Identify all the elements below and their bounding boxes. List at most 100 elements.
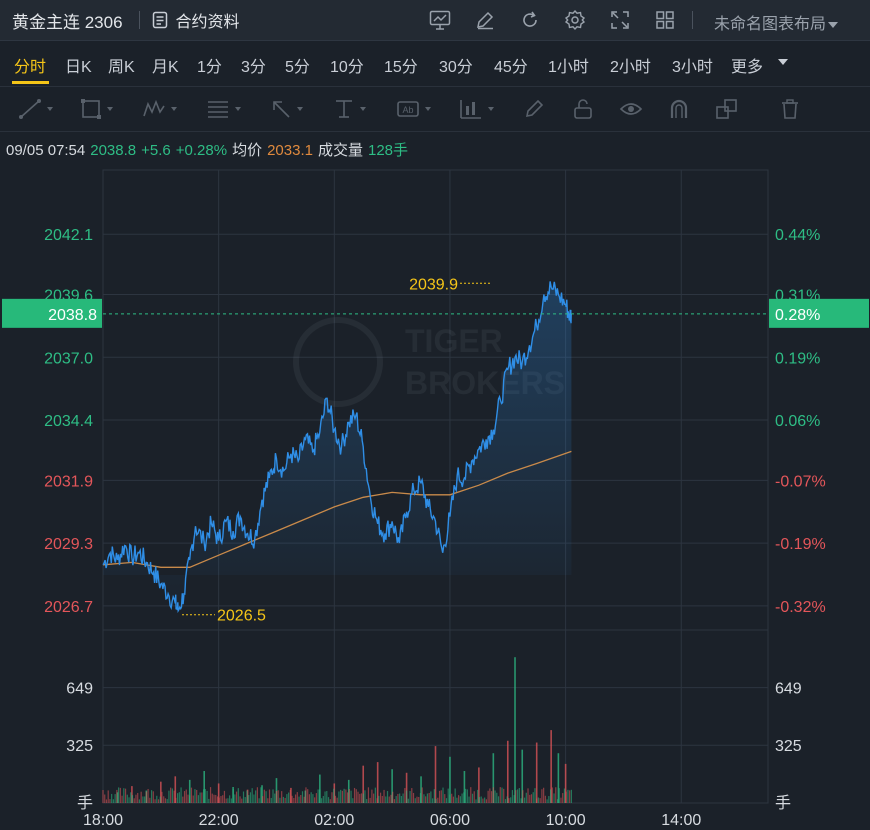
volume-bar (173, 790, 175, 803)
volume-bar (260, 787, 262, 803)
pen-edit-icon[interactable] (473, 8, 497, 32)
y-tick-left: 2037.0 (44, 350, 93, 367)
volume-bar (140, 791, 142, 803)
volume-bar (242, 791, 245, 803)
contract-title[interactable]: 黄金主连 2306 (12, 12, 123, 32)
volume-bar (456, 797, 458, 803)
tab-12[interactable]: 2小时 (610, 59, 651, 76)
contract-info-link[interactable]: 合约资料 (152, 8, 240, 32)
chart-line-icon[interactable] (428, 8, 452, 32)
volume-bar (388, 796, 390, 803)
volume-bar (386, 791, 389, 803)
gear-icon[interactable] (563, 8, 587, 32)
volume-bar (182, 796, 184, 803)
volume-bar (249, 792, 252, 803)
volume-bar (391, 769, 393, 803)
rectangle-icon[interactable] (80, 97, 113, 121)
y-tick-left: 2034.4 (44, 413, 93, 430)
volume-bar (320, 798, 323, 803)
volume-bar (326, 791, 328, 803)
current-pct-tag (769, 298, 869, 328)
brush-icon[interactable] (523, 97, 545, 121)
pattern-icon[interactable] (142, 97, 177, 121)
volume-bar (477, 789, 479, 803)
volume-bar (513, 795, 515, 803)
volume-bar (556, 799, 559, 803)
tab-4[interactable]: 1分 (197, 59, 222, 76)
volume-bar (211, 793, 213, 803)
volume-bar (213, 794, 215, 803)
tab-9[interactable]: 30分 (439, 59, 473, 76)
volume-bar (333, 788, 335, 803)
volume-bar (444, 794, 446, 803)
clone-icon[interactable] (715, 97, 739, 121)
volume-bar (244, 797, 246, 803)
volume-bar (414, 798, 416, 803)
refresh-icon[interactable] (518, 8, 542, 32)
volume-bar (496, 792, 498, 803)
tab-7[interactable]: 10分 (330, 59, 364, 76)
tab-6[interactable]: 5分 (285, 59, 310, 76)
fullscreen-icon[interactable] (608, 8, 632, 32)
current-price-tag (2, 298, 102, 328)
volume-bar (412, 792, 415, 803)
measure-icon[interactable] (333, 97, 366, 121)
text-label-icon[interactable]: Ab (396, 97, 431, 121)
volume-bar (170, 787, 172, 803)
volume-bar (445, 798, 448, 803)
tab-8[interactable]: 15分 (384, 59, 418, 76)
tab-0[interactable]: 分时 (14, 59, 47, 76)
tab-14[interactable]: 更多 (731, 59, 764, 76)
fib-icon[interactable] (206, 97, 241, 121)
tab-3[interactable]: 月K (152, 59, 179, 76)
volume-bar (114, 794, 116, 803)
volume-bar (546, 799, 548, 803)
tab-5[interactable]: 3分 (241, 59, 266, 76)
volume-bar (111, 793, 113, 803)
y-tick-right: -0.32% (775, 599, 826, 616)
layout-label: 未命名图表布局 (714, 16, 827, 33)
volume-bar (353, 787, 356, 803)
volume-bar (514, 657, 516, 803)
tab-2[interactable]: 周K (108, 59, 135, 76)
tab-13[interactable]: 3小时 (672, 59, 713, 76)
tab-11[interactable]: 1小时 (548, 59, 589, 76)
volume-bar (294, 794, 297, 803)
x-tick: 10:00 (546, 812, 586, 829)
volume-bar (206, 790, 208, 803)
trash-icon[interactable] (779, 97, 801, 121)
line-draw-icon[interactable] (18, 97, 53, 121)
volume-bar (282, 796, 285, 803)
tab-1[interactable]: 日K (65, 59, 92, 76)
volume-bar (461, 793, 463, 803)
volume-bar (402, 793, 404, 803)
volume-bar (360, 793, 363, 803)
info-volume-label: 成交量 (317, 142, 363, 159)
volume-bar (449, 756, 451, 803)
tab-10[interactable]: 45分 (494, 59, 528, 76)
arrow-icon[interactable] (270, 97, 303, 121)
volume-bar (218, 797, 220, 803)
volume-bar (373, 793, 375, 803)
average-price-line (102, 450, 572, 568)
volume-bar (364, 790, 366, 803)
volume-bar (374, 787, 376, 803)
volume-bar (230, 798, 232, 803)
volume-bar (466, 789, 468, 803)
volume-bar (130, 792, 132, 803)
volume-bar (223, 790, 226, 803)
lock-icon[interactable] (572, 97, 594, 121)
layout-selector[interactable]: 未命名图表布局 (714, 10, 839, 34)
more-chevron-down-icon[interactable] (778, 59, 788, 65)
magnet-icon[interactable] (668, 97, 690, 121)
eye-icon[interactable] (619, 97, 643, 121)
x-tick: 22:00 (199, 812, 239, 829)
volume-bar (438, 790, 441, 803)
volume-bar (405, 772, 408, 803)
price-area (103, 281, 572, 611)
grid-layout-icon[interactable] (653, 8, 677, 32)
volume-bar (478, 767, 480, 803)
bars-pattern-icon[interactable] (459, 97, 494, 121)
volume-bar (569, 790, 571, 803)
